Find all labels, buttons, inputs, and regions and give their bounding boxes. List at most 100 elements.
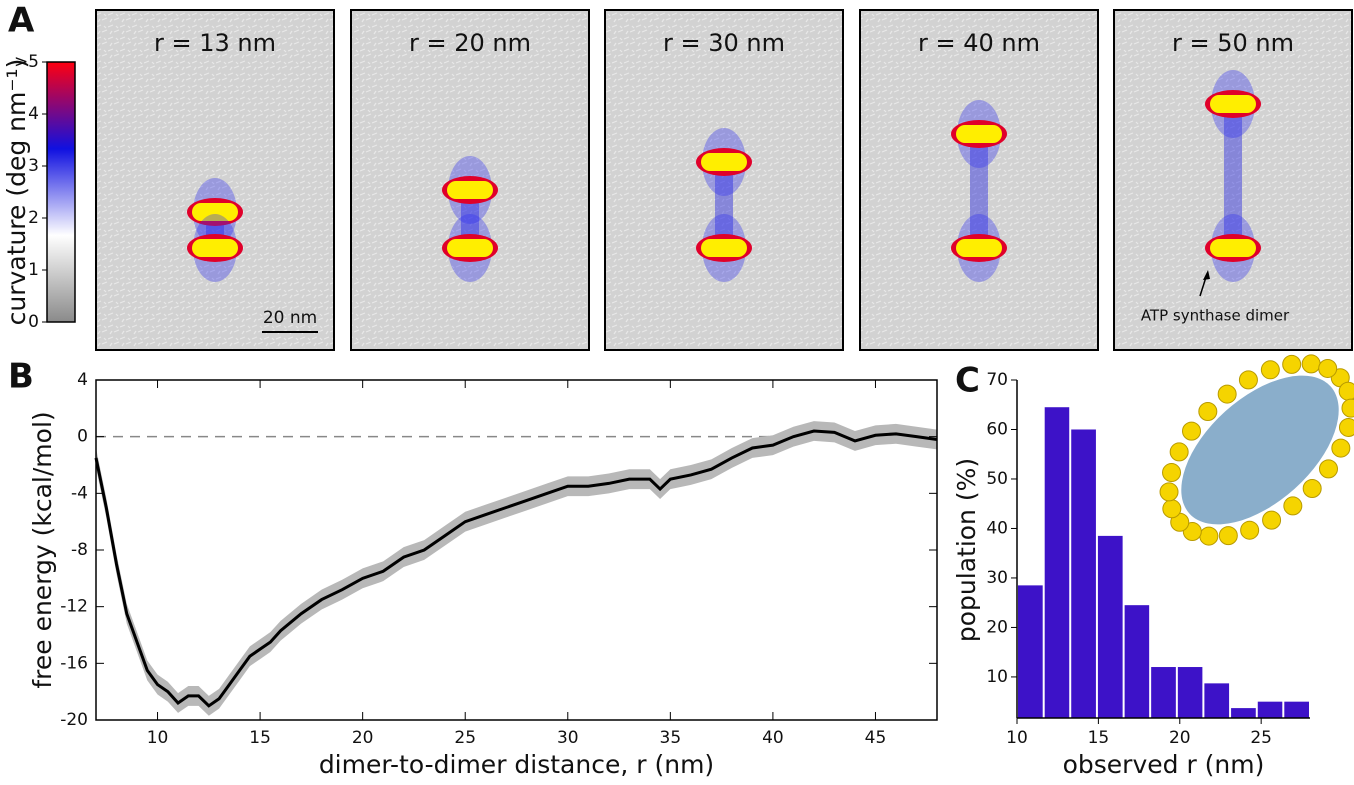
protein [1318,358,1338,378]
dimer [701,153,747,171]
curvature-halo [715,162,733,248]
protein [1301,354,1321,374]
x-axis-label: dimer-to-dimer distance, r (nm) [319,750,714,779]
bar [1151,667,1176,718]
protein [1181,421,1201,441]
dimer [701,239,747,257]
y-tick-label: 60 [986,419,1008,439]
y-axis-label: curvature (deg nm⁻¹) [2,59,31,326]
x-axis-label: observed r (nm) [1063,750,1265,779]
protein [1282,354,1302,374]
micrograph [1113,9,1353,351]
panel-title: r = 40 nm [918,29,1040,57]
y-tick-label: -20 [60,710,88,730]
protein [1199,526,1219,546]
x-tick-label: 20 [352,728,374,748]
x-tick-label: 30 [557,728,579,748]
bar [1044,407,1070,718]
protein [1260,360,1280,380]
x-tick-label: 45 [865,728,887,748]
micrograph [859,9,1099,351]
y-tick-label: 10 [986,667,1008,687]
protein [1162,499,1182,519]
panel-title: r = 20 nm [409,29,531,57]
dimer [1210,95,1256,113]
protein [1169,442,1189,462]
bar [1257,701,1283,718]
protein [1283,496,1303,516]
micrograph [604,9,844,351]
protein [1218,526,1238,546]
protein [1331,438,1351,458]
annotation: ATP synthase dimer [1141,307,1290,325]
colorbar-tick-label: 1 [28,260,39,280]
y-tick-label: 50 [986,469,1008,489]
panel-label: A [8,1,35,41]
micrograph [95,9,335,351]
bar [1177,667,1203,718]
colorbar-tick-label: 0 [28,312,39,332]
protein [1338,381,1354,401]
x-tick-label: 20 [1169,728,1191,748]
curvature-halo [461,190,479,248]
bar [1284,701,1309,718]
inset-illustration [1159,354,1354,546]
y-tick-label: 0 [77,427,88,447]
y-tick-label: 4 [77,370,88,390]
curvature-halo [970,134,988,248]
panel-label: C [955,361,980,401]
y-axis-label: population (%) [952,458,981,642]
dimer [447,239,493,257]
x-tick-label: 15 [1088,728,1110,748]
dimer [192,239,238,257]
bar [1124,605,1150,718]
scale-bar-label: 20 nm [263,308,317,328]
protein [1341,398,1354,418]
protein [1338,417,1354,437]
x-tick-label: 15 [249,728,271,748]
colorbar-tick-label: >5 [14,52,39,72]
protein [1240,520,1260,540]
y-tick-label: 20 [986,617,1008,637]
colorbar-tick-label: 2 [28,208,39,228]
membrane [1181,375,1339,525]
y-tick-label: 30 [986,568,1008,588]
colorbar-tick-label: 3 [28,156,39,176]
dimer [1210,239,1256,257]
curvature-halo [1224,104,1242,248]
y-axis-label: free energy (kcal/mol) [28,411,57,688]
dimer [447,181,493,199]
protein [1302,479,1322,499]
y-tick-label: -8 [71,540,88,560]
colorbar-tick-label: 4 [28,104,39,124]
y-tick-label: -16 [60,653,88,673]
protein [1159,482,1179,502]
error-band [96,421,937,716]
bar [1097,535,1123,718]
x-tick-label: 10 [1006,728,1028,748]
free-energy-line [94,429,938,708]
annotation-arrowhead [1203,270,1210,280]
bar [1204,683,1230,718]
protein [1162,463,1182,483]
dimer [956,125,1002,143]
x-tick-label: 25 [454,728,476,748]
bar [1231,708,1256,718]
protein [1262,510,1282,530]
panel-title: r = 50 nm [1172,29,1294,57]
x-tick-label: 35 [660,728,682,748]
panel-title: r = 13 nm [154,29,276,57]
panel-label: B [8,357,34,397]
protein [1217,384,1237,404]
y-tick-label: -4 [71,483,88,503]
y-tick-label: 70 [986,370,1008,390]
dimer [956,239,1002,257]
protein [1319,459,1339,479]
panel-title: r = 30 nm [663,29,785,57]
dimer [192,203,238,221]
x-tick-label: 25 [1250,728,1272,748]
y-tick-label: -12 [60,597,88,617]
x-tick-label: 40 [762,728,784,748]
protein [1198,401,1218,421]
